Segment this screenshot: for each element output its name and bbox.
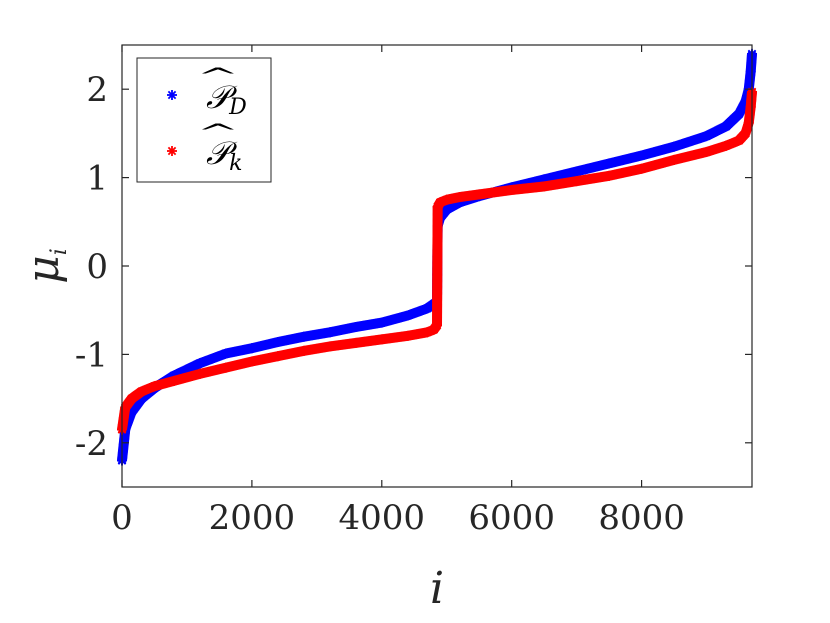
- series-2-point: [505, 184, 518, 196]
- series-2-point: [453, 191, 466, 203]
- series-2-point: [135, 385, 148, 398]
- series-2-point: [720, 139, 732, 152]
- series-1-point: [570, 165, 583, 178]
- series-1-point: [194, 357, 206, 370]
- series-2-point: [538, 180, 551, 193]
- y-tick-label: 2: [86, 70, 108, 110]
- series-1-point: [603, 157, 616, 170]
- series-1-point: [271, 336, 284, 348]
- series-2-point: [148, 380, 161, 393]
- series-2-point: [744, 100, 757, 113]
- series-1-point: [220, 347, 232, 360]
- series-2-point: [375, 333, 388, 346]
- legend-hat-1: ^: [197, 64, 240, 90]
- series-1-point: [733, 108, 745, 120]
- x-tick-label: 8000: [598, 498, 685, 538]
- legend-marker-2: [166, 145, 178, 157]
- x-tick-label: 2000: [209, 498, 296, 538]
- series-1-point: [720, 120, 732, 133]
- series-2-point: [668, 154, 680, 166]
- x-tick-label: 4000: [339, 498, 426, 538]
- legend-marker-1: [166, 89, 178, 101]
- legend-entry-2: ^ 𝒫k: [166, 120, 242, 176]
- series-2-point: [603, 169, 616, 182]
- series-2-point: [401, 329, 414, 342]
- series-1-point: [297, 330, 310, 343]
- series-2-point: [431, 319, 443, 332]
- series-1-point: [744, 65, 757, 78]
- x-tick-label: 0: [111, 498, 133, 538]
- series-1-point: [668, 140, 680, 153]
- series-1-point: [245, 342, 258, 355]
- ticks-layer: 0 2000 4000 6000 8000 -2 -1 0 1 2: [75, 45, 752, 538]
- series-1-point: [349, 321, 362, 333]
- series-1-point: [375, 316, 388, 329]
- legend-label-2-sub: k: [229, 151, 242, 176]
- series-2-point: [125, 392, 138, 405]
- y-tick-label: 0: [86, 247, 108, 287]
- series-2-point: [570, 175, 583, 188]
- x-axis-label: i: [430, 563, 444, 614]
- series-2-point: [635, 162, 648, 175]
- series-2-point: [271, 350, 284, 363]
- y-tick-label: 1: [86, 159, 108, 199]
- series-2-point: [440, 193, 453, 206]
- y-axis-label: μi: [18, 248, 72, 284]
- legend-box: [136, 57, 272, 183]
- x-tick-label: 6000: [468, 498, 555, 538]
- y-tick-label: -2: [75, 424, 108, 464]
- series-2-point: [297, 344, 310, 357]
- series-2-point: [194, 367, 206, 380]
- series-2-point: [323, 340, 336, 353]
- y-axis-label-main: μ: [18, 255, 69, 284]
- y-axis-label-subscript: i: [47, 248, 72, 255]
- series-2-point: [700, 146, 713, 158]
- series-1-point: [421, 302, 434, 315]
- series-2-point: [349, 337, 362, 349]
- legend-label-1: 𝒫D: [206, 78, 247, 120]
- series-2-point: [168, 375, 180, 387]
- series-1-point: [401, 309, 414, 322]
- y-tick-label: -1: [75, 335, 108, 375]
- legend-label-1-sub: D: [228, 95, 247, 120]
- series-1-point: [700, 130, 713, 142]
- legend: ^ 𝒫D ^ 𝒫k: [136, 57, 272, 183]
- series-1-point: [323, 326, 336, 339]
- legend-hat-2: ^: [197, 120, 240, 146]
- series-1-point: [635, 149, 648, 162]
- series-2-point: [739, 127, 752, 140]
- series-2-point: [473, 188, 486, 201]
- series-2-point: [220, 361, 232, 374]
- legend-entry-1: ^ 𝒫D: [166, 64, 247, 120]
- series-2-point: [245, 355, 258, 368]
